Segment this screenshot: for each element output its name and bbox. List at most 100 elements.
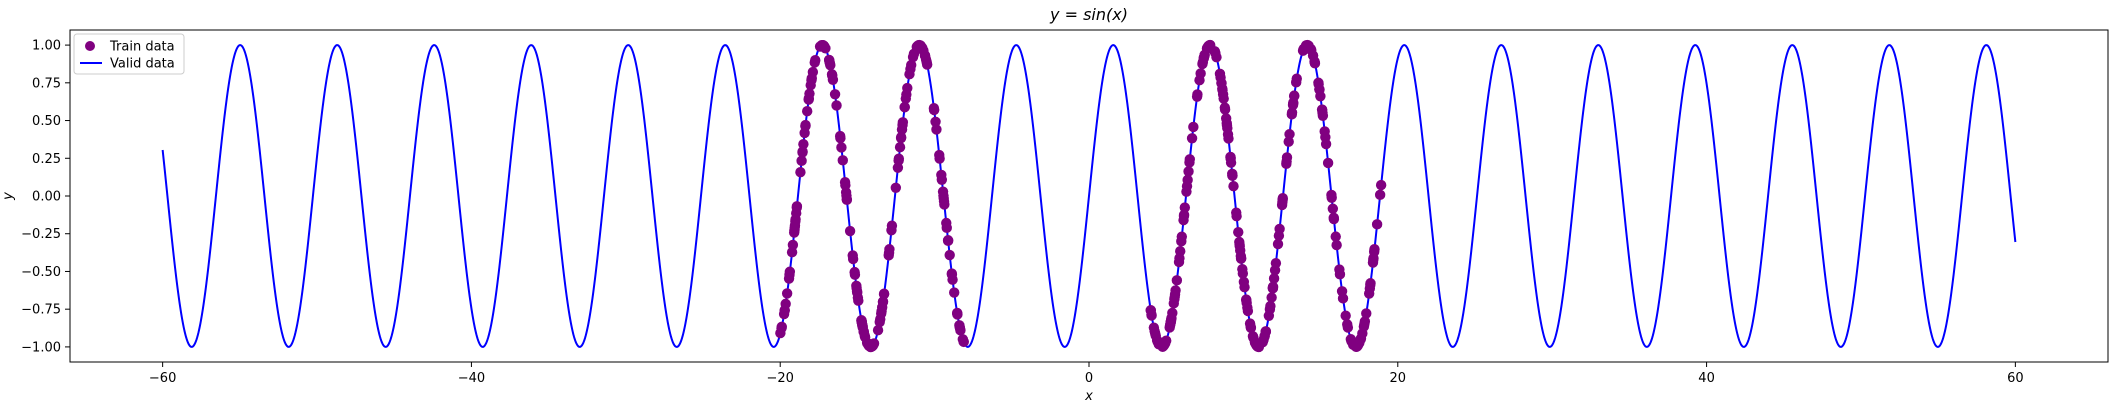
train-data-point — [928, 102, 940, 114]
x-tick-label: 20 — [1390, 371, 1407, 386]
y-tick-label: −0.25 — [21, 227, 61, 242]
train-data-point — [930, 116, 941, 128]
train-data-point — [1371, 219, 1383, 230]
train-data-point — [952, 309, 963, 320]
train-data-point — [902, 82, 913, 94]
x-tick-label: −40 — [458, 371, 485, 386]
x-tick-label: −60 — [149, 371, 176, 386]
train-data-point — [1313, 78, 1324, 90]
train-data-point — [1244, 318, 1256, 329]
train-data-point — [868, 339, 879, 351]
train-data-point — [1234, 239, 1245, 250]
train-data-point — [1235, 253, 1247, 264]
valid-data-line — [161, 44, 2017, 348]
train-data-point — [1186, 133, 1198, 144]
train-data-point — [836, 142, 847, 153]
train-data-point — [1330, 231, 1341, 242]
y-axis-label: y — [1, 192, 16, 201]
train-data-point — [784, 266, 796, 277]
train-data-point — [1267, 281, 1279, 292]
train-data-point — [944, 249, 955, 261]
y-tick-label: 0.75 — [32, 76, 61, 91]
train-data-point — [919, 50, 931, 62]
train-data-point — [1192, 89, 1203, 100]
train-data-point — [1305, 43, 1316, 55]
train-data-point — [797, 147, 808, 158]
train-data-point — [1291, 73, 1302, 84]
train-data-point — [934, 153, 945, 164]
train-data-point — [892, 162, 904, 173]
train-data-point — [949, 287, 960, 298]
x-tick-label: −20 — [766, 371, 793, 386]
train-data-point — [894, 142, 906, 153]
train-data-point — [800, 119, 811, 131]
train-data-point — [1164, 320, 1176, 331]
train-data-point — [942, 235, 954, 247]
train-data-point — [841, 193, 852, 205]
train-data-point — [947, 274, 958, 285]
valid-data-series — [161, 44, 2017, 348]
train-data-point — [1281, 156, 1292, 167]
train-data-point — [1231, 211, 1242, 222]
train-data-point — [1327, 203, 1339, 214]
train-data-point — [1322, 157, 1334, 169]
train-data-point — [1375, 179, 1387, 191]
plot-area — [161, 39, 2017, 353]
train-data-point — [829, 89, 841, 100]
train-data-point — [844, 225, 856, 237]
train-data-point — [1270, 257, 1282, 269]
train-data-point — [809, 57, 820, 68]
train-data-point — [1260, 326, 1272, 337]
train-data-point — [958, 336, 969, 347]
train-data-point — [1179, 202, 1191, 213]
train-data-point — [890, 182, 902, 193]
train-data-point — [1217, 89, 1229, 100]
train-data-point — [1171, 275, 1183, 286]
train-data-point — [1242, 305, 1254, 317]
y-tick-label: −1.00 — [21, 340, 61, 355]
train-data-point — [1374, 189, 1386, 201]
train-data-point — [1195, 68, 1206, 79]
train-data-point — [1181, 180, 1193, 192]
chart-title: y = sin(x) — [1049, 5, 1128, 24]
train-data-point — [853, 295, 864, 306]
train-data-point — [1184, 157, 1195, 168]
train-data-point — [1334, 269, 1346, 280]
train-data-point — [1361, 308, 1372, 319]
train-data-point — [1277, 192, 1288, 204]
train-data-point — [1328, 213, 1340, 225]
train-data-point — [847, 250, 858, 261]
train-data-point — [936, 169, 947, 181]
train-data-point — [899, 102, 910, 113]
train-data-point — [1326, 189, 1337, 201]
train-data-point — [1228, 181, 1239, 192]
train-data-point — [1149, 325, 1160, 337]
train-data-point — [876, 308, 887, 319]
train-data-point — [776, 321, 787, 333]
train-data-point — [1368, 254, 1379, 266]
train-data-point — [877, 296, 889, 307]
train-data-point — [834, 130, 846, 142]
train-data-point — [824, 57, 836, 69]
train-data-point — [1268, 273, 1280, 284]
train-data-point — [1355, 334, 1366, 345]
train-data-point — [955, 325, 966, 336]
train-data-point — [1223, 133, 1234, 144]
x-axis: −60 −40 −20 0 20 40 60 — [149, 362, 2024, 386]
train-data-point — [799, 127, 810, 139]
train-data-point — [1215, 72, 1226, 83]
x-axis-label: x — [1084, 389, 1093, 404]
train-data-point — [1283, 136, 1294, 147]
train-data-point — [908, 48, 920, 60]
train-data-point — [1152, 335, 1163, 347]
train-data-point — [1237, 268, 1249, 279]
train-data-point — [1363, 288, 1375, 299]
train-data-point — [1204, 39, 1216, 51]
y-tick-label: −0.50 — [21, 265, 61, 280]
train-data-point — [817, 40, 829, 51]
train-data-point — [1365, 278, 1376, 289]
train-data-point — [837, 155, 848, 166]
train-data-point — [796, 155, 807, 167]
